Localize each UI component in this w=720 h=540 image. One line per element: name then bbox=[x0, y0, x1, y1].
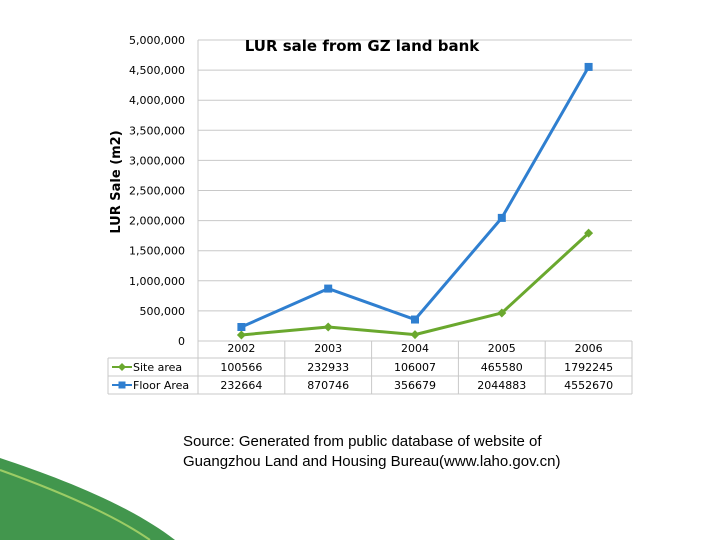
data-point bbox=[584, 62, 593, 71]
data-table-cell: 465580 bbox=[481, 361, 523, 374]
bottom-left-swoosh bbox=[0, 458, 175, 540]
data-point bbox=[584, 228, 594, 238]
legend-marker bbox=[118, 363, 126, 371]
data-point bbox=[237, 322, 246, 331]
legend-series-name: Floor Area bbox=[133, 379, 189, 392]
series-lines bbox=[236, 62, 594, 340]
source-line-2: Guangzhou Land and Housing Bureau(www.la… bbox=[183, 453, 561, 470]
data-point bbox=[323, 322, 333, 332]
data-table-cell: 232933 bbox=[307, 361, 349, 374]
y-tick-label: 3,000,000 bbox=[129, 154, 185, 167]
y-tick-label: 1,000,000 bbox=[129, 275, 185, 288]
legend-series-name: Site area bbox=[133, 361, 182, 374]
gridlines bbox=[197, 39, 632, 342]
y-axis-label: LUR Sale (m2) bbox=[109, 130, 124, 233]
data-table-cell: 4552670 bbox=[564, 379, 613, 392]
y-tick-label: 1,500,000 bbox=[129, 245, 185, 258]
chart-title: LUR sale from GZ land bank bbox=[245, 37, 480, 55]
data-table-cell: 2044883 bbox=[477, 379, 526, 392]
data-table-cell: 356679 bbox=[394, 379, 436, 392]
swoosh-shape bbox=[0, 458, 175, 540]
y-tick-labels: 0 500,000 1,000,000 1,500,000 2,000,000 2,500… bbox=[129, 34, 185, 348]
y-tick-label: 2,500,000 bbox=[129, 185, 185, 198]
swoosh-line bbox=[0, 469, 151, 540]
data-point bbox=[497, 213, 506, 222]
y-tick-label: 500,000 bbox=[140, 305, 186, 318]
series-line bbox=[240, 66, 590, 329]
y-tick-label: 4,500,000 bbox=[129, 64, 185, 77]
data-point bbox=[324, 284, 333, 293]
y-tick-label: 3,500,000 bbox=[129, 124, 185, 137]
y-tick-label: 5,000,000 bbox=[129, 34, 185, 47]
data-table-cell: 1792245 bbox=[564, 361, 613, 374]
source-note: Source: Generated from public database o… bbox=[183, 432, 703, 472]
x-category-label: 2002 bbox=[227, 342, 255, 355]
x-category-label: 2004 bbox=[401, 342, 429, 355]
data-table: 2002 2003 2004 2005 2006 Site area 100566 23293… bbox=[107, 340, 633, 395]
y-tick-label: 4,000,000 bbox=[129, 94, 185, 107]
y-tick-label: 0 bbox=[178, 335, 185, 348]
legend-marker bbox=[118, 381, 126, 389]
y-tick-label: 2,000,000 bbox=[129, 215, 185, 228]
data-point bbox=[410, 330, 420, 340]
x-category-label: 2005 bbox=[488, 342, 516, 355]
data-point bbox=[497, 308, 507, 318]
data-table-cell: 100566 bbox=[220, 361, 262, 374]
source-line-1: Source: Generated from public database o… bbox=[183, 433, 542, 450]
x-category-label: 2003 bbox=[314, 342, 342, 355]
data-point bbox=[236, 330, 246, 340]
x-category-label: 2006 bbox=[575, 342, 603, 355]
data-table-cell: 870746 bbox=[307, 379, 349, 392]
data-point bbox=[411, 315, 419, 324]
data-table-cell: 232664 bbox=[220, 379, 262, 392]
data-table-cell: 106007 bbox=[394, 361, 436, 374]
